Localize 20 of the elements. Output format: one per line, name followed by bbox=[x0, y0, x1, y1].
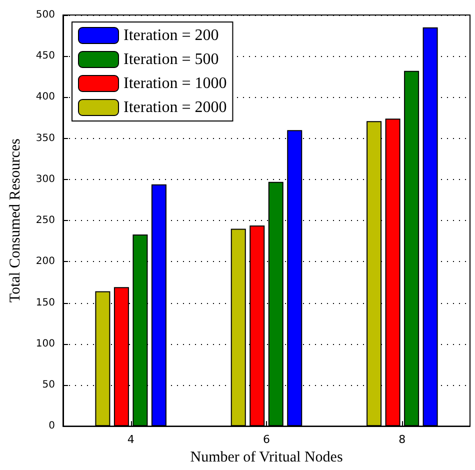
legend-label: Iteration = 500 bbox=[124, 51, 219, 68]
y-tick-label: 250 bbox=[36, 215, 55, 226]
legend-label: Iteration = 200 bbox=[124, 27, 219, 44]
y-tick-label: 200 bbox=[36, 256, 55, 268]
y-tick-label: 350 bbox=[36, 132, 55, 144]
y-axis-title: Total Consumed Resources bbox=[8, 138, 24, 303]
x-tick-label: 8 bbox=[398, 433, 406, 446]
x-axis-title: Number of Vritual Nodes bbox=[190, 450, 343, 466]
y-tick-label: 100 bbox=[36, 338, 55, 350]
y-tick-label: 0 bbox=[48, 420, 55, 432]
legend-label: Iteration = 1000 bbox=[124, 75, 227, 92]
y-tick-label: 500 bbox=[36, 10, 55, 20]
y-tick-label: 150 bbox=[36, 297, 55, 308]
y-tick-label: 400 bbox=[36, 92, 55, 103]
legend-label: Iteration = 2000 bbox=[124, 99, 227, 116]
x-tick-label: 6 bbox=[263, 433, 270, 446]
x-tick-label: 4 bbox=[127, 433, 134, 446]
y-tick-label: 50 bbox=[42, 379, 55, 390]
y-tick-label: 300 bbox=[36, 174, 55, 185]
y-tick-label: 450 bbox=[36, 50, 55, 62]
